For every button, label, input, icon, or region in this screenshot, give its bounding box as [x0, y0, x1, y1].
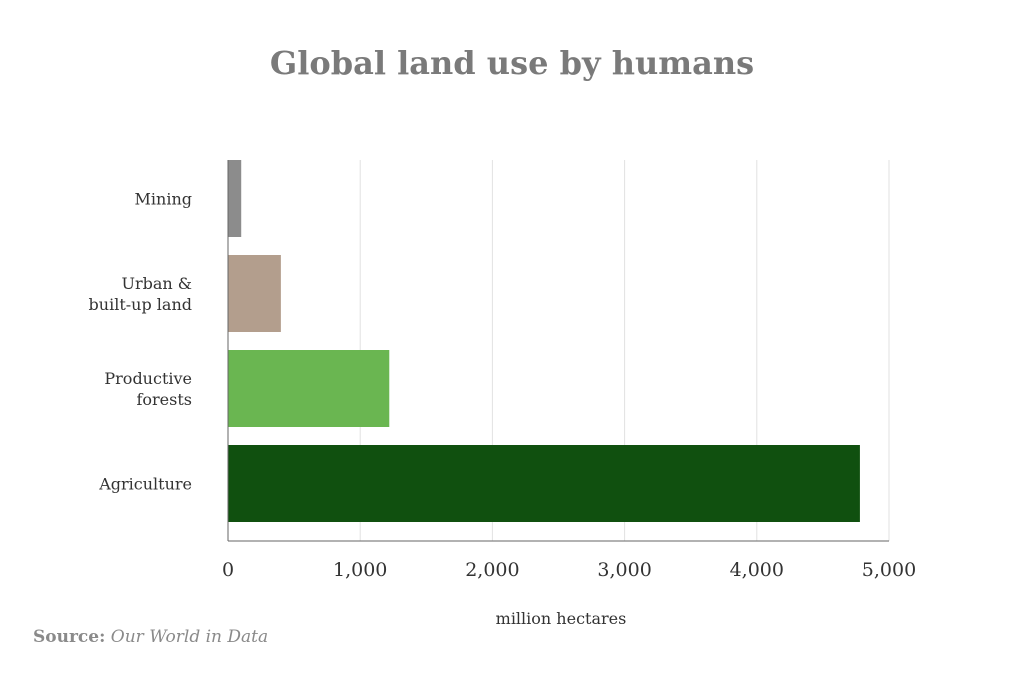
category-label: Agriculture — [98, 475, 192, 494]
bars — [228, 160, 860, 522]
category-label: Mining — [135, 190, 192, 209]
source-label: Source: — [33, 627, 106, 647]
category-label-line: forests — [136, 390, 192, 409]
bar — [228, 445, 860, 522]
x-tick-label: 4,000 — [730, 559, 784, 581]
category-label-line: Productive — [104, 369, 192, 388]
bar — [228, 255, 281, 332]
source-line: Source: Our World in Data — [33, 627, 268, 647]
x-tick-label: 1,000 — [333, 559, 387, 581]
x-tick-labels: 0 1,000 2,000 3,000 4,000 5,000 — [222, 559, 916, 581]
x-axis-title: million hectares — [496, 609, 627, 628]
bar — [228, 160, 242, 237]
category-label-line: Mining — [135, 190, 192, 209]
category-labels: Mining Urban & built-up land Productive fore… — [89, 190, 192, 494]
bar — [228, 350, 390, 427]
category-label: Productive forests — [104, 369, 192, 409]
category-label-line: Urban & — [121, 274, 192, 293]
x-tick-label: 0 — [222, 559, 234, 581]
category-label-line: Agriculture — [98, 475, 192, 494]
x-tick-label: 5,000 — [862, 559, 916, 581]
axes — [227, 160, 889, 542]
x-tick-label: 2,000 — [465, 559, 519, 581]
chart-title: Global land use by humans — [269, 44, 755, 82]
source-value: Our World in Data — [110, 627, 269, 647]
x-tick-label: 3,000 — [597, 559, 651, 581]
category-label: Urban & built-up land — [89, 274, 192, 314]
category-label-line: built-up land — [89, 295, 192, 314]
